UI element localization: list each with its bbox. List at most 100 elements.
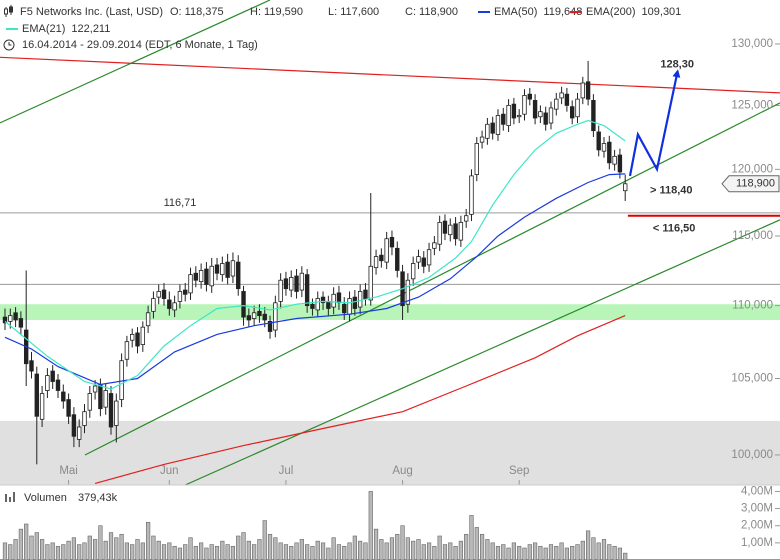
candle-body: [331, 293, 336, 308]
candle-body: [347, 298, 352, 315]
quote-low: L: 117,600: [328, 6, 379, 18]
candle-body: [34, 373, 39, 417]
volume-bar: [511, 542, 516, 560]
volume-bar: [151, 535, 156, 560]
level-label: 116,71: [164, 197, 197, 209]
quote-open: O: 118,375: [170, 6, 224, 18]
ema-line: [4, 173, 626, 386]
volume-bar: [45, 544, 50, 560]
candle-body: [108, 393, 114, 428]
volume-bar: [601, 539, 607, 560]
candle-body: [55, 379, 61, 391]
candle-body: [92, 385, 98, 393]
candle-body: [607, 141, 612, 164]
volume-bar: [591, 537, 596, 560]
volume-bar: [262, 520, 267, 560]
volume-bar: [172, 545, 177, 560]
candle-body: [294, 275, 299, 292]
candle-body: [236, 261, 241, 290]
volume-bar: [527, 544, 532, 560]
candle-body: [522, 95, 527, 115]
volume-bar: [453, 545, 458, 560]
candle-body: [426, 249, 432, 266]
volume-bar: [193, 545, 198, 560]
volume-bar: [564, 547, 569, 560]
volume-bar: [188, 537, 193, 560]
candle-body: [119, 360, 124, 400]
volume-bar: [183, 544, 188, 560]
volume-bar: [442, 544, 448, 560]
y-tick-label: 110,000: [732, 300, 773, 312]
volume-bar: [61, 544, 66, 560]
candle-body: [50, 370, 55, 382]
volume-bar: [320, 542, 326, 560]
candle-body: [193, 272, 199, 281]
candle-body: [384, 238, 389, 263]
volume-bar: [490, 542, 495, 560]
volume-bar: [522, 547, 527, 560]
volume-bar: [283, 544, 289, 560]
volume-icon: [5, 492, 15, 502]
ema-line: [4, 119, 626, 390]
price-tag-label: 118,900: [736, 178, 775, 190]
candle-body: [124, 341, 130, 360]
candle-body: [183, 289, 188, 295]
volume-bar: [71, 537, 76, 560]
candle-body: [167, 299, 172, 309]
candle-body: [485, 123, 490, 139]
volume-bar: [411, 540, 416, 560]
candle-body: [172, 302, 177, 311]
volume-bar: [326, 547, 331, 560]
volume-tick-label: 3,00M: [741, 503, 773, 515]
instrument-title: F5 Networks Inc. (Last, USD): [20, 6, 163, 18]
volume-bar: [161, 544, 167, 560]
candle-body: [379, 254, 384, 262]
volume-bar: [347, 542, 352, 560]
volume-bar: [623, 552, 628, 560]
volume-bar: [236, 535, 241, 560]
candle-body: [246, 315, 252, 321]
candle-body: [140, 326, 146, 345]
candle-body: [198, 270, 204, 283]
volume-bar: [209, 544, 214, 560]
band: [0, 420, 780, 485]
candle-body: [66, 399, 71, 417]
candle-body: [410, 263, 416, 280]
candle-body: [516, 115, 522, 118]
volume-bar: [13, 539, 18, 560]
candle-body: [416, 256, 421, 263]
volume-bar: [220, 540, 225, 560]
volume-bar: [342, 545, 347, 560]
volume-bar: [146, 521, 151, 560]
candle-body: [204, 268, 209, 285]
candle-body: [575, 98, 580, 118]
candle-body: [612, 155, 617, 165]
candle-body: [188, 274, 193, 294]
legend-value: 119,648: [543, 6, 582, 18]
volume-bar: [214, 545, 220, 560]
candle-body: [469, 175, 474, 215]
candle-body: [45, 375, 50, 391]
volume-bar: [252, 544, 257, 560]
volume-bar: [485, 539, 490, 560]
candle-body: [585, 81, 591, 100]
volume-bar: [114, 537, 119, 560]
candle-body: [373, 256, 379, 269]
volume-bar: [87, 535, 92, 560]
volume-bar: [379, 539, 384, 560]
support-label: > 118,40: [650, 184, 693, 196]
candle-body: [251, 312, 257, 319]
price-plot: [0, 0, 780, 485]
volume-bar: [479, 533, 485, 560]
volume-bar: [50, 542, 55, 560]
volume-bar: [532, 542, 538, 560]
volume-tick-label: 1,00M: [741, 537, 773, 549]
candle-body: [177, 291, 183, 302]
candle-body: [82, 411, 87, 426]
candle-body: [395, 247, 400, 271]
volume-bar: [2, 542, 8, 560]
overlay-layer: F5 Networks Inc. (Last, USD) O: 118,375 …: [0, 5, 780, 504]
volume-bar: [405, 537, 410, 560]
volume-bar: [278, 542, 283, 560]
